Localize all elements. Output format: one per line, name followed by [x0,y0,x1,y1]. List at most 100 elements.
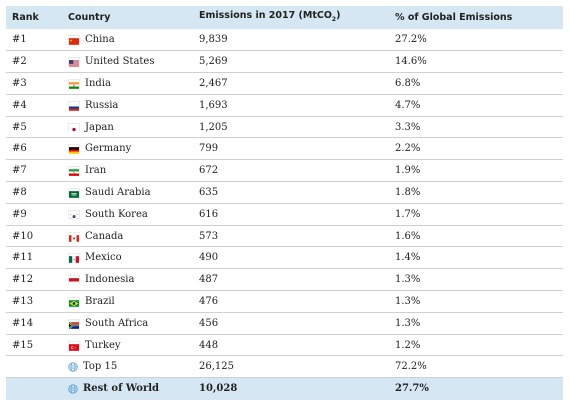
japan-flag-icon [68,122,80,133]
table-row: #1 China 9,839 27.2% [6,29,563,51]
emissions-cell: 9,839 [199,34,228,46]
globe-icon [68,362,78,372]
country-cell: Turkey [62,334,193,356]
rank-cell: #5 [12,121,27,133]
country-name: Turkey [85,339,121,351]
rank-column-header: Rank [12,12,39,23]
country-cell: China [62,29,193,51]
rank-cell [6,356,62,378]
emissions-header-text: Emissions in 2017 (MtCO [199,10,332,22]
country-name: Indonesia [85,274,135,286]
emissions-cell: 487 [199,274,219,286]
country-cell: Iran [62,160,193,182]
percent-cell: 6.8% [395,77,421,89]
percent-cell: 3.3% [395,121,421,133]
table-row: #13 Brazil 476 1.3% [6,291,563,313]
country-column-header: Country [68,12,111,23]
percent-column-header: % of Global Emissions [395,12,513,23]
country-cell: Japan [62,116,193,138]
rank-cell: #15 [12,339,34,351]
emissions-cell: 672 [199,165,219,177]
emissions-cell: 616 [199,208,219,220]
emissions-cell: 1,205 [199,121,228,133]
emissions-cell: 456 [199,317,219,329]
united-states-flag-icon [68,57,80,68]
emissions-table-container: Rank Country Emissions in 2017 (MtCO2) %… [6,6,563,400]
emissions-header-subscript: 2 [331,15,337,23]
table-row: #4 Russia 1,693 4.7% [6,94,563,117]
turkey-flag-icon [68,340,80,351]
percent-cell: 2.2% [395,143,421,155]
percent-cell: 27.2% [395,34,427,46]
globe-icon [68,384,78,394]
china-flag-icon [68,35,80,45]
table-row: #15 Turkey 448 1.2% [6,334,563,356]
percent-cell: 1.7% [395,208,421,220]
south-africa-flag-icon [68,318,80,330]
iran-flag-icon [68,166,80,177]
country-name: Top 15 [83,361,118,373]
emissions-header-close: ) [336,10,341,22]
canada-flag-icon [68,231,80,242]
country-name: India [85,77,111,89]
country-name: South Africa [85,317,149,329]
rank-cell: #6 [12,143,27,155]
table-row: #14 South Africa 456 1.3% [6,312,563,335]
table-row: #7 Iran 672 1.9% [6,160,563,182]
country-cell: Indonesia [62,269,193,291]
country-name: Russia [85,99,119,111]
table-row: #9 South Korea 616 1.7% [6,203,563,226]
emissions-cell: 573 [199,230,219,242]
country-name: United States [85,56,155,68]
country-cell: United States [62,51,193,73]
country-cell: Saudi Arabia [62,182,193,204]
brazil-flag-icon [68,296,80,307]
percent-cell: 1.9% [395,165,421,177]
table-row: #8 Saudi Arabia 635 1.8% [6,182,563,204]
rank-cell [6,378,62,400]
rank-cell: #9 [12,208,27,220]
percent-cell: 72.2% [395,361,427,373]
emissions-cell: 799 [199,143,219,155]
emissions-column-header: Emissions in 2017 (MtCO2) [193,6,389,29]
india-flag-icon [68,78,80,89]
table-row: #10 Canada 573 1.6% [6,225,563,247]
emissions-cell: 2,467 [199,77,228,89]
country-name: Iran [85,165,107,177]
rank-cell: #8 [12,186,27,198]
table-body: #1 China 9,839 27.2% #2 United States 5,269 14.… [6,29,563,400]
country-name: Mexico [85,252,122,264]
emissions-cell: 5,269 [199,56,228,68]
rank-cell: #14 [12,317,34,329]
country-cell: Rest of World [62,378,193,400]
table-row: #11 Mexico 490 1.4% [6,247,563,269]
percent-cell: 1.2% [395,339,421,351]
rank-cell: #2 [12,56,27,68]
rank-cell: #1 [12,34,27,46]
emissions-cell: 635 [199,186,219,198]
emissions-cell: 10,028 [199,383,238,395]
rank-cell: #12 [12,274,34,286]
country-cell: Canada [62,225,193,247]
rank-cell: #4 [12,99,27,111]
table-row: #5 Japan 1,205 3.3% [6,116,563,138]
country-cell: Russia [62,94,193,116]
percent-cell: 4.7% [395,99,421,111]
emissions-cell: 448 [199,339,219,351]
rank-cell: #13 [12,295,34,307]
country-name: China [85,34,115,46]
south-korea-flag-icon [68,209,80,220]
rank-cell: #3 [12,77,27,89]
table-row: #12 Indonesia 487 1.3% [6,269,563,291]
country-cell: India [62,73,193,95]
emissions-cell: 476 [199,295,219,307]
country-cell: Top 15 [62,356,193,378]
country-cell: Brazil [62,291,193,313]
table-row: Rest of World 10,028 27.7% [6,377,563,400]
percent-cell: 27.7% [395,383,429,395]
emissions-cell: 26,125 [199,361,234,373]
table-row: Top 15 26,125 72.2% [6,356,563,378]
country-cell: Mexico [62,247,193,269]
country-name: Germany [85,143,132,155]
emissions-table: Rank Country Emissions in 2017 (MtCO2) %… [6,6,563,400]
